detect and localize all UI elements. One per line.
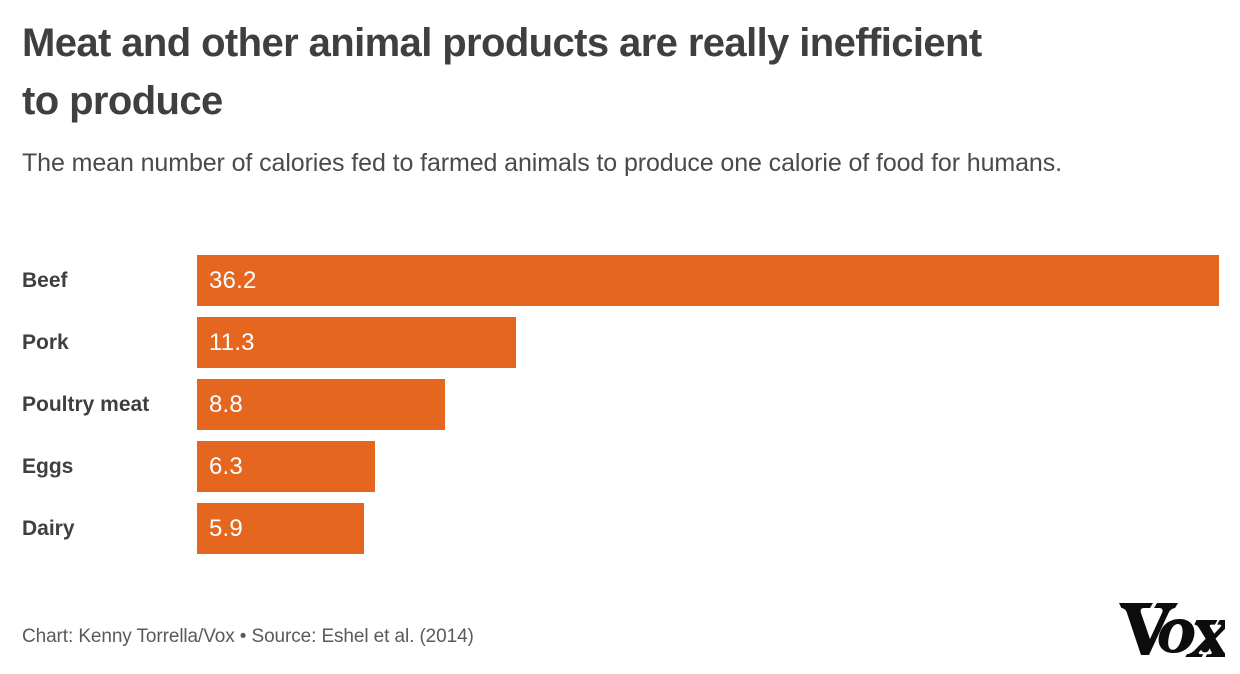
bar-track-beef: 36.2 [197,255,1219,306]
bar-value-pork: 11.3 [209,329,255,356]
category-label-beef: Beef [22,269,68,292]
bar-dairy: 5.9 [197,503,364,554]
table-row: Eggs 6.3 [0,441,1240,492]
bar-value-dairy: 5.9 [209,515,243,542]
category-label-poultry-meat: Poultry meat [22,393,150,416]
bar-pork: 11.3 [197,317,517,368]
chart-credit: Chart: Kenny Torrella/Vox • Source: Eshe… [22,626,474,647]
page-title: Meat and other animal products are reall… [22,21,982,123]
bar-poultry-meat: 8.8 [197,379,446,430]
bar-track-dairy: 5.9 [197,503,1219,554]
table-row: Beef 36.2 [0,255,1240,306]
table-row: Poultry meat 8.8 [0,379,1240,430]
bar-value-beef: 36.2 [209,267,257,294]
chart-header: Meat and other animal products are reall… [22,14,1212,183]
chart-subtitle: The mean number of calories fed to farme… [22,149,1062,177]
bar-track-eggs: 6.3 [197,441,1219,492]
bar-track-pork: 11.3 [197,317,1219,368]
category-label-pork: Pork [22,331,69,354]
bar-value-eggs: 6.3 [209,453,243,480]
bar-track-poultry-meat: 8.8 [197,379,1219,430]
bar-beef: 36.2 [197,255,1219,306]
vox-logo [1113,598,1225,658]
table-row: Pork 11.3 [0,317,1240,368]
category-label-eggs: Eggs [22,455,74,478]
bar-chart-plot: Beef 36.2 Pork 11.3 Poultry meat 8.8 [0,255,1240,575]
table-row: Dairy 5.9 [0,503,1240,554]
bar-eggs: 6.3 [197,441,375,492]
bar-value-poultry-meat: 8.8 [209,391,243,418]
category-label-dairy: Dairy [22,517,75,540]
